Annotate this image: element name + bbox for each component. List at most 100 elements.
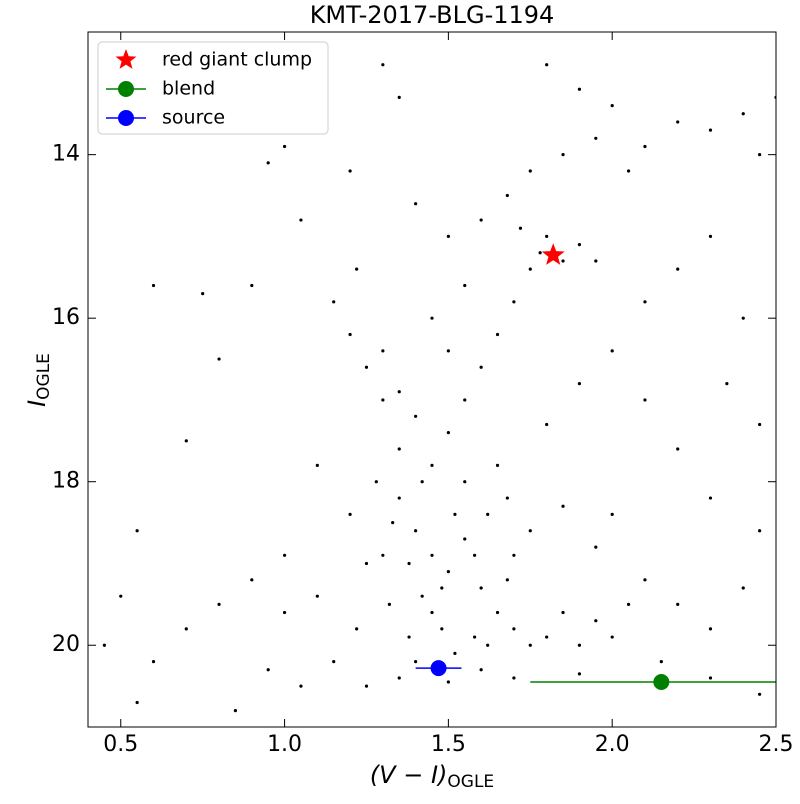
field-star	[463, 537, 467, 541]
field-star	[577, 242, 582, 247]
x-tick-label: 1.0	[267, 732, 302, 757]
axes-frame	[87, 31, 777, 728]
field-star	[676, 120, 680, 124]
field-star	[479, 218, 483, 222]
field-star	[528, 643, 532, 647]
y-label-sub: OGLE	[34, 353, 54, 400]
field-star	[184, 439, 188, 443]
field-star	[250, 578, 254, 582]
field-star	[282, 144, 287, 149]
y-tick-label: 16	[52, 305, 80, 330]
field-star	[315, 463, 319, 467]
field-star	[397, 390, 401, 394]
field-star	[758, 692, 762, 696]
y-tick-label: 20	[52, 632, 80, 657]
field-star	[217, 602, 221, 606]
field-star	[102, 643, 106, 647]
field-star	[407, 561, 411, 566]
field-star	[708, 128, 713, 132]
field-star	[453, 651, 457, 656]
field-star	[151, 659, 156, 664]
field-star	[420, 480, 424, 484]
field-star	[545, 422, 549, 427]
chart-title: KMT-2017-BLG-1194	[310, 1, 555, 29]
field-star	[643, 300, 647, 304]
field-star	[348, 512, 352, 517]
x-tick-label: 2.0	[595, 732, 630, 757]
field-star	[430, 553, 434, 557]
field-star	[486, 643, 490, 647]
field-star	[561, 610, 565, 615]
field-star	[397, 447, 401, 451]
field-star	[495, 463, 500, 467]
field-star	[430, 610, 434, 615]
x-tick-label: 0.5	[103, 732, 138, 757]
field-star	[676, 447, 680, 451]
field-star	[643, 398, 647, 402]
field-star	[610, 635, 614, 639]
x-axis-label: (V − I)OGLE	[370, 761, 494, 792]
field-star	[758, 422, 762, 427]
field-star	[381, 398, 385, 402]
field-star	[561, 504, 565, 508]
field-star	[643, 144, 647, 149]
field-star	[397, 496, 401, 500]
legend-star	[115, 49, 137, 69]
field-star	[479, 668, 483, 672]
field-star	[332, 659, 336, 664]
field-star	[505, 578, 509, 582]
x-label-sub: OGLE	[447, 772, 494, 792]
field-star	[512, 553, 516, 557]
field-star	[545, 234, 549, 239]
field-star	[676, 602, 680, 606]
field-star	[486, 512, 490, 517]
field-star	[528, 169, 532, 173]
field-star	[151, 283, 156, 288]
field-star	[577, 87, 582, 91]
field-star	[420, 594, 424, 598]
field-star	[381, 349, 385, 353]
field-star	[430, 316, 434, 320]
field-star	[512, 676, 516, 680]
field-star	[381, 553, 385, 557]
field-star	[741, 316, 745, 320]
field-star	[577, 381, 582, 386]
field-star	[479, 365, 483, 369]
field-star	[594, 136, 598, 140]
field-star	[414, 529, 418, 533]
field-star	[355, 267, 359, 271]
field-star	[374, 480, 378, 484]
field-star	[446, 234, 450, 239]
field-star	[626, 169, 631, 173]
field-star	[708, 496, 713, 500]
field-star	[355, 627, 359, 631]
field-star	[610, 512, 614, 517]
field-star	[528, 529, 532, 533]
field-star	[594, 259, 598, 263]
field-star	[391, 520, 395, 525]
field-star	[725, 381, 729, 386]
y-tick-label: 18	[52, 469, 80, 494]
field-star	[528, 267, 532, 271]
field-star	[594, 545, 598, 549]
field-star	[440, 627, 444, 631]
field-star	[463, 398, 467, 402]
field-star	[440, 586, 444, 590]
point-marker	[653, 674, 670, 691]
field-star	[364, 365, 369, 369]
field-star	[266, 668, 270, 672]
y-axis-label: IOGLE	[23, 353, 54, 407]
field-star	[282, 610, 287, 615]
field-star	[430, 463, 434, 467]
field-star	[387, 602, 392, 606]
field-star	[512, 627, 516, 631]
field-star	[414, 414, 418, 418]
field-star	[364, 561, 369, 566]
legend: red giant clump blend source	[97, 41, 329, 135]
legend-label: blend	[162, 78, 215, 100]
field-star	[364, 684, 369, 688]
legend-label: red giant clump	[162, 49, 312, 71]
field-star	[184, 627, 188, 631]
field-star	[676, 267, 680, 271]
